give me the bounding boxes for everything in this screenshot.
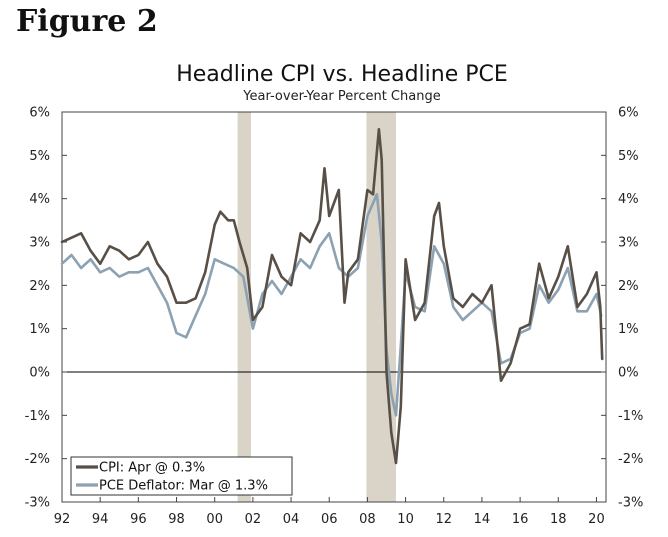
x-tick-label: 10 (397, 512, 414, 527)
x-tick-label: 94 (92, 512, 109, 527)
y-tick-label-left: 5% (29, 149, 50, 164)
x-tick-label: 04 (283, 512, 300, 527)
x-tick-label: 00 (206, 512, 223, 527)
axes: 6% 6% 5% 5% 4% 4% 3% 3% 2% 2% 1% 1% 0% 0% -1% -1% -2% -2%… (25, 106, 644, 528)
y-tick-label-left: 3% (29, 236, 50, 251)
y-tick-label-right: 5% (618, 149, 639, 164)
series-line-pce (60, 193, 603, 417)
y-tick-label-left: 0% (29, 366, 50, 381)
series-line-cpi (60, 128, 604, 465)
x-tick-label: 92 (54, 512, 71, 527)
x-tick-label: 16 (512, 512, 529, 527)
legend-label-cpi: CPI: Apr @ 0.3% (99, 461, 205, 476)
x-tick-label: 98 (168, 512, 185, 527)
x-tick-label: 14 (474, 512, 491, 527)
x-tick-label: 08 (359, 512, 376, 527)
figure-label: Figure 2 (16, 4, 158, 39)
y-tick-label-right: 2% (618, 279, 639, 294)
y-tick-label-left: 1% (29, 322, 50, 337)
y-tick-label-left: -1% (25, 409, 50, 424)
y-tick-label-right: -1% (618, 409, 643, 424)
y-tick-label-right: 4% (618, 192, 639, 207)
x-tick-label: 18 (550, 512, 567, 527)
legend: CPI: Apr @ 0.3% PCE Deflator: Mar @ 1.3% (70, 456, 293, 496)
plot-frame (61, 111, 607, 503)
chart-title: Headline CPI vs. Headline PCE (176, 62, 508, 87)
y-tick-label-left: 6% (29, 106, 50, 121)
y-tick-label-left: 2% (29, 279, 50, 294)
y-tick-label-right: 3% (618, 236, 639, 251)
legend-box (70, 456, 293, 496)
y-tick-label-right: 0% (618, 366, 639, 381)
x-tick-label: 12 (435, 512, 452, 527)
x-tick-label: 06 (321, 512, 338, 527)
y-tick-label-right: -2% (618, 452, 643, 467)
y-tick-label-right: 6% (618, 106, 639, 121)
series-lines (60, 128, 604, 465)
x-tick-label: 96 (130, 512, 147, 527)
y-tick-label-left: -2% (25, 452, 50, 467)
recession-band-0 (237, 112, 251, 502)
chart-subtitle: Year-over-Year Percent Change (242, 89, 440, 104)
legend-label-pce: PCE Deflator: Mar @ 1.3% (99, 479, 268, 494)
y-tick-label-right: -3% (618, 496, 643, 511)
y-tick-label-left: -3% (25, 496, 50, 511)
x-tick-label: 20 (588, 512, 605, 527)
x-tick-label: 02 (245, 512, 262, 527)
y-tick-label-right: 1% (618, 322, 639, 337)
y-tick-label-left: 4% (29, 192, 50, 207)
